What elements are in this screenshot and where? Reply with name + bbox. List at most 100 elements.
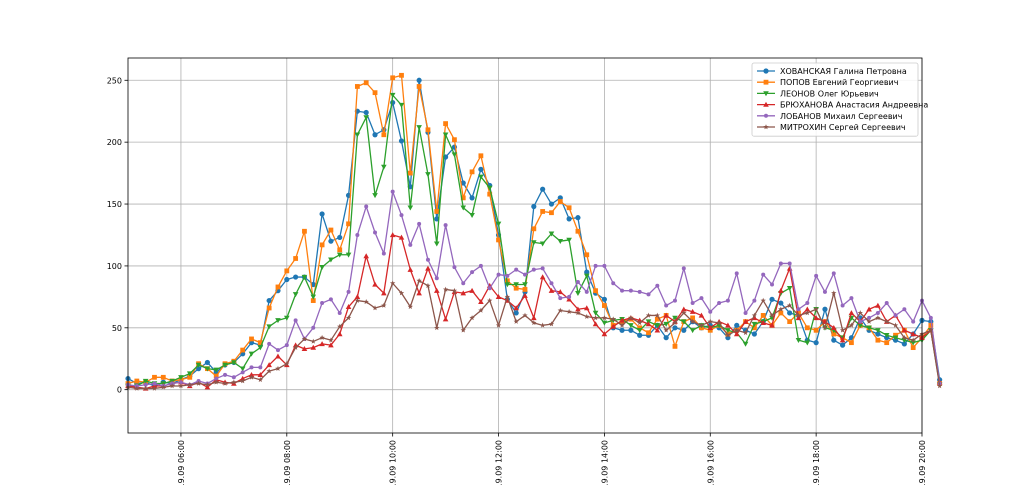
- data-point: [487, 297, 493, 303]
- data-point: [469, 315, 475, 321]
- data-point: [398, 102, 405, 108]
- data-point: [654, 316, 660, 322]
- data-point: [195, 380, 202, 386]
- data-point: [460, 327, 466, 333]
- data-point: [310, 294, 317, 300]
- data-point: [734, 271, 739, 276]
- data-point: [152, 381, 157, 386]
- data-point: [266, 324, 272, 330]
- data-point: [733, 331, 740, 337]
- data-point: [760, 297, 766, 303]
- data-point: [478, 166, 484, 172]
- data-point: [866, 318, 872, 324]
- data-point: [699, 296, 704, 301]
- data-point: [266, 297, 272, 304]
- data-point: [708, 309, 713, 314]
- data-point: [390, 189, 395, 194]
- legend-marker: [763, 68, 769, 74]
- data-point: [186, 371, 193, 377]
- data-point: [620, 288, 625, 293]
- data-point: [443, 223, 448, 228]
- data-point: [425, 127, 431, 133]
- data-point: [760, 320, 766, 326]
- data-point: [531, 320, 537, 326]
- data-point: [866, 325, 872, 331]
- data-point: [134, 378, 140, 384]
- data-point: [548, 231, 555, 237]
- data-point: [381, 290, 387, 296]
- data-point: [566, 308, 572, 314]
- data-point: [513, 305, 519, 311]
- data-point: [425, 282, 431, 288]
- data-point: [266, 305, 272, 311]
- data-point: [813, 315, 819, 321]
- data-point: [398, 234, 405, 240]
- data-point: [319, 341, 325, 347]
- data-point: [496, 237, 501, 243]
- data-point: [390, 75, 396, 81]
- data-point: [540, 266, 545, 271]
- data-point: [354, 132, 361, 138]
- data-point: [398, 138, 405, 144]
- data-point: [557, 195, 563, 201]
- data-point: [478, 299, 484, 305]
- plot-frame: [127, 57, 923, 434]
- legend-item: ЛЕОНОВ Олег Юрьевич: [757, 89, 879, 98]
- data-point: [717, 301, 722, 306]
- data-point: [293, 318, 298, 323]
- data-point: [557, 199, 563, 204]
- legend-label: ПОПОВ Евгений Георгиевич: [780, 78, 898, 87]
- data-point: [381, 164, 387, 170]
- data-point: [328, 337, 334, 343]
- data-point: [875, 328, 881, 334]
- data-point: [690, 301, 695, 306]
- legend: ХОВАНСКАЯ Галина Петровна ПОПОВ Евгений Г…: [751, 62, 928, 137]
- data-point: [742, 329, 749, 336]
- data-point: [831, 331, 837, 337]
- data-point: [584, 269, 590, 275]
- data-point: [636, 328, 643, 334]
- data-point: [531, 226, 537, 232]
- data-point: [751, 331, 757, 337]
- data-point: [187, 374, 193, 380]
- data-point: [654, 323, 661, 329]
- data-point: [751, 312, 758, 318]
- data-point: [310, 338, 316, 344]
- data-point: [567, 294, 572, 299]
- data-point: [549, 281, 554, 286]
- data-point: [486, 185, 493, 191]
- data-point: [320, 301, 325, 306]
- y-axis-ticks: 0 50 100 150 200 250: [107, 76, 128, 395]
- data-point: [539, 274, 546, 280]
- data-point: [583, 305, 590, 311]
- data-point: [822, 306, 828, 312]
- x-tick-label: 19.09 14:00: [600, 440, 609, 485]
- data-point: [487, 286, 492, 291]
- data-point: [231, 360, 237, 366]
- data-point: [319, 211, 325, 217]
- data-point: [566, 296, 572, 302]
- data-point: [364, 204, 369, 209]
- data-point: [566, 216, 572, 222]
- data-point: [452, 137, 457, 143]
- data-point: [778, 287, 784, 293]
- data-point: [663, 327, 669, 333]
- data-point: [328, 227, 334, 233]
- data-point: [399, 213, 404, 218]
- data-point: [310, 298, 316, 303]
- data-point: [372, 132, 378, 138]
- data-point: [204, 384, 211, 390]
- data-point: [513, 310, 519, 316]
- data-point: [381, 251, 386, 256]
- data-point: [363, 253, 369, 259]
- data-point: [522, 287, 528, 292]
- data-point: [601, 315, 608, 321]
- data-point: [707, 318, 713, 324]
- data-point: [151, 385, 158, 391]
- data-point: [698, 312, 705, 318]
- data-point: [804, 325, 810, 331]
- data-point: [884, 318, 890, 324]
- data-point: [381, 132, 387, 138]
- data-point: [911, 319, 916, 324]
- data-point: [751, 325, 757, 331]
